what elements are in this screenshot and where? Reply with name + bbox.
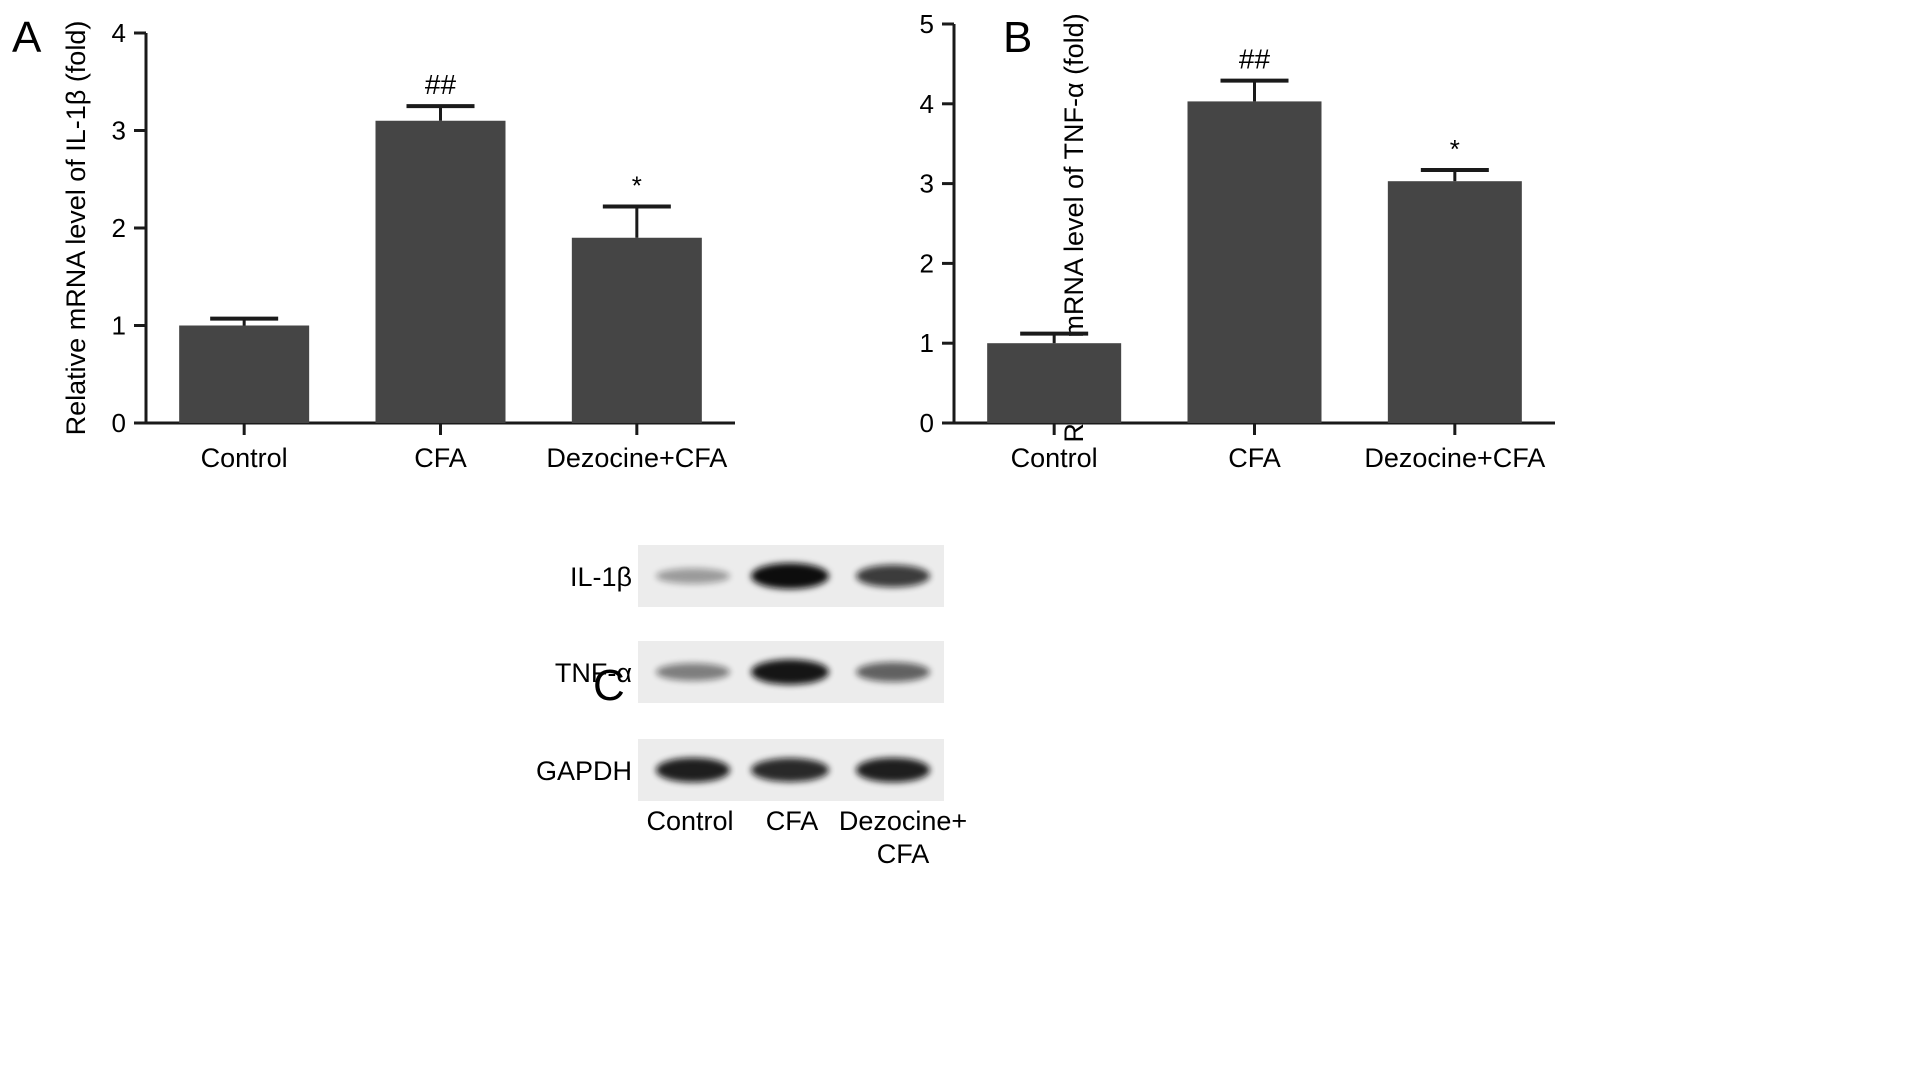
- bar: [375, 120, 506, 423]
- y-tick-label: 1: [112, 311, 126, 341]
- blot-band: [856, 662, 930, 682]
- bar: [179, 325, 310, 423]
- y-tick-label: 0: [112, 408, 126, 438]
- panel-b: B Relative mRNA level of TNF-α (fold) 01…: [920, 9, 1555, 473]
- blot-lane-label: Control: [646, 806, 733, 836]
- x-tick-label: Control: [201, 443, 288, 473]
- bar: [1387, 181, 1522, 423]
- blot-band: [856, 757, 930, 783]
- blot-band: [856, 564, 930, 588]
- blot-row: IL-1β: [570, 545, 944, 607]
- bar: [987, 343, 1122, 423]
- blot-band: [656, 663, 730, 681]
- blot-lane-label: CFA: [766, 806, 819, 836]
- bar: [1187, 101, 1322, 423]
- blot-row: TNF-α: [555, 641, 944, 703]
- blot-row-label: IL-1β: [570, 562, 632, 592]
- panel-c-label: C: [593, 661, 625, 710]
- y-tick-label: 0: [920, 408, 934, 438]
- y-tick-label: 2: [112, 213, 126, 243]
- significance-marker: *: [632, 171, 642, 201]
- panel-a-plot: 0 1 2 3 4 Control ## CFA * Dezocine+CFA: [112, 18, 735, 473]
- panel-a: A Relative mRNA level of IL-1β (fold) 0 1…: [12, 13, 735, 473]
- y-tick-label: 2: [920, 248, 934, 278]
- blot-row: GAPDH: [536, 739, 944, 801]
- blot-band: [751, 563, 829, 589]
- panel-a-ylabel: Relative mRNA level of IL-1β (fold): [61, 21, 91, 436]
- blot-band: [656, 757, 730, 783]
- y-tick-label: 4: [112, 18, 126, 48]
- x-tick-label: Dezocine+CFA: [546, 443, 727, 473]
- panel-c: C IL-1β TNF-α GAPDH Control CFA Dezocine+ CFA: [536, 545, 967, 869]
- significance-marker: ##: [1239, 44, 1271, 75]
- blot-band: [751, 659, 829, 685]
- blot-row-label: GAPDH: [536, 756, 632, 786]
- panel-b-label: B: [1003, 13, 1032, 62]
- blot-band: [656, 568, 730, 584]
- x-tick-label: Dezocine+CFA: [1364, 443, 1545, 473]
- x-tick-label: Control: [1011, 443, 1098, 473]
- western-blot: IL-1β TNF-α GAPDH Control CFA Dezocine+ CFA: [536, 545, 967, 869]
- x-tick-label: CFA: [414, 443, 467, 473]
- y-tick-label: 4: [920, 89, 934, 119]
- panel-a-label: A: [12, 13, 42, 62]
- y-tick-label: 1: [920, 328, 934, 358]
- blot-band: [751, 758, 829, 782]
- blot-row-label: TNF-α: [555, 658, 632, 688]
- significance-marker: *: [1450, 134, 1460, 164]
- blot-lane-label: Dezocine+ CFA: [839, 806, 967, 869]
- y-tick-label: 3: [920, 169, 934, 199]
- y-tick-label: 5: [920, 9, 934, 39]
- y-tick-label: 3: [112, 116, 126, 146]
- panel-b-plot: 0 1 2 3 4 5 Control ## CFA * Dezocine+CFA: [920, 9, 1555, 473]
- significance-marker: ##: [425, 69, 457, 100]
- x-tick-label: CFA: [1228, 443, 1281, 473]
- bar: [571, 237, 702, 423]
